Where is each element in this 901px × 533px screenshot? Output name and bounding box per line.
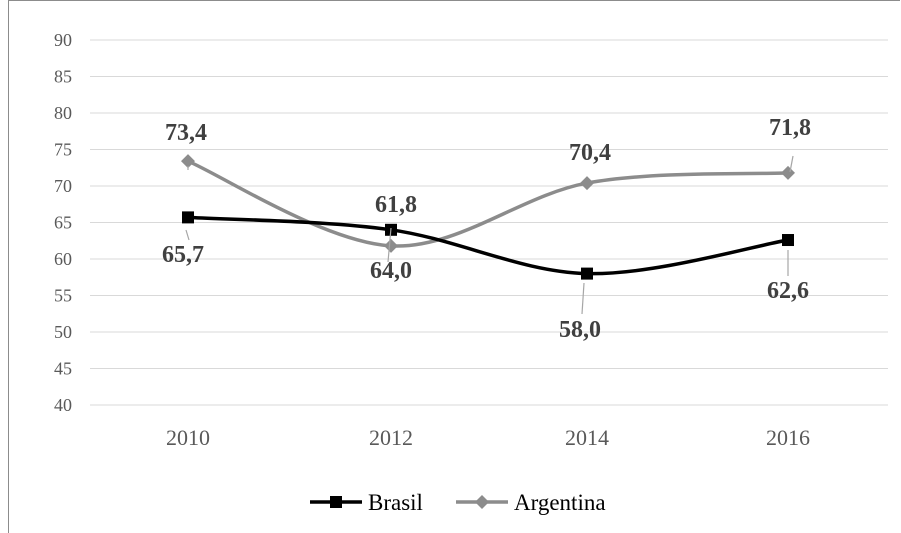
legend-marker xyxy=(330,496,342,508)
y-tick-label: 40 xyxy=(54,395,72,415)
point-marker xyxy=(580,176,594,191)
point-marker xyxy=(782,234,794,247)
point-marker xyxy=(181,154,195,169)
series-line-brasil xyxy=(186,215,790,276)
data-label: 61,8 xyxy=(375,192,417,218)
y-tick-label: 75 xyxy=(54,140,72,160)
y-tick-label: 85 xyxy=(54,67,72,87)
label-leader-line xyxy=(789,155,794,173)
label-leader-line xyxy=(387,227,392,263)
y-tick-label: 60 xyxy=(54,249,72,269)
x-tick-label: 2012 xyxy=(369,425,413,450)
y-tick-label: 70 xyxy=(54,176,72,196)
x-tick-label: 2010 xyxy=(166,425,210,450)
data-label: 64,0 xyxy=(370,258,412,284)
x-tick-label: 2016 xyxy=(766,425,810,450)
label-leader-line xyxy=(581,282,585,315)
legend-marker xyxy=(475,495,489,509)
point-marker xyxy=(384,238,398,253)
series-lines xyxy=(181,154,795,280)
y-tick-label: 50 xyxy=(54,322,72,342)
legend-item-brasil: Brasil xyxy=(310,490,423,515)
point-marker xyxy=(781,165,795,180)
data-label: 65,7 xyxy=(162,242,204,268)
legend-item-argentina: Argentina xyxy=(456,490,606,515)
y-tick-label: 55 xyxy=(54,286,72,306)
chart-frame xyxy=(8,0,900,533)
legend-label: Brasil xyxy=(368,490,423,515)
x-axis-ticks: 2010 2012 2014 2016 xyxy=(166,425,810,450)
series-line-argentina xyxy=(186,159,790,248)
legend-label: Argentina xyxy=(514,490,606,515)
data-label: 71,8 xyxy=(769,115,811,141)
data-label: 62,6 xyxy=(767,278,809,304)
y-tick-label: 65 xyxy=(54,213,72,233)
data-label: 73,4 xyxy=(165,120,207,146)
gridlines xyxy=(90,39,888,406)
data-label: 70,4 xyxy=(569,140,611,166)
data-label: 58,0 xyxy=(559,317,601,343)
x-tick-label: 2014 xyxy=(565,425,609,450)
label-leader-line xyxy=(185,229,190,241)
point-marker xyxy=(182,211,194,224)
y-tick-label: 45 xyxy=(54,359,72,379)
y-tick-label: 80 xyxy=(54,103,72,123)
y-axis-ticks: 40 45 50 55 60 65 70 75 80 85 90 xyxy=(54,30,72,415)
point-marker xyxy=(581,267,593,280)
legend: Brasil Argentina xyxy=(310,490,606,515)
data-labels: 65,7 64,0 58,0 62,6 73,4 61,8 70,4 71,8 xyxy=(162,115,811,343)
y-tick-label: 90 xyxy=(54,30,72,50)
